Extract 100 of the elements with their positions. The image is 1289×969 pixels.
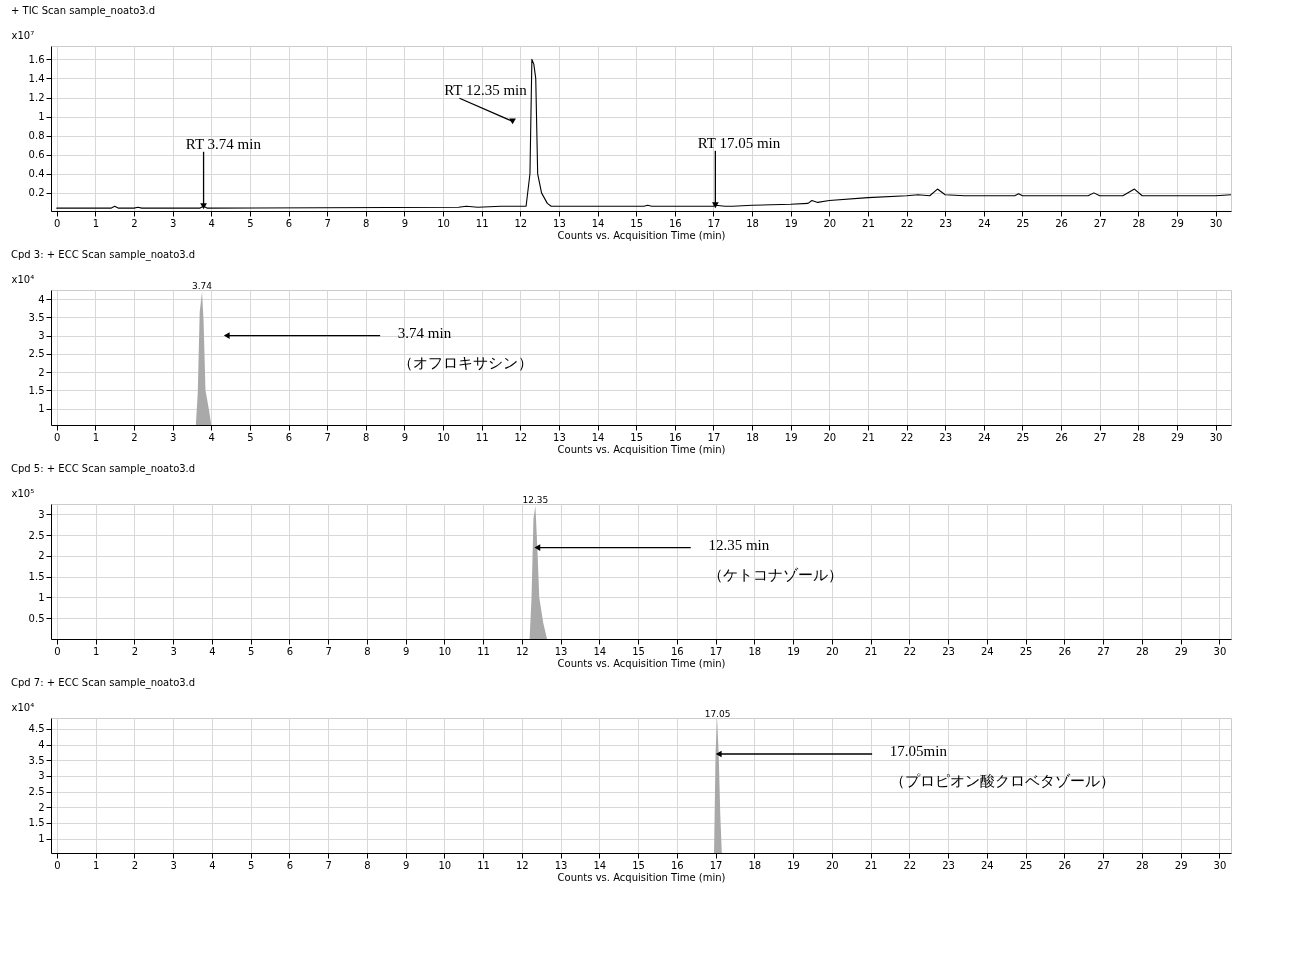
x-tick-label: 8	[364, 859, 371, 871]
y-axis-title: x10⁴	[11, 701, 35, 713]
x-tick-label: 17	[709, 859, 723, 871]
x-tick-label: 2	[131, 645, 138, 657]
y-tick-label: 3	[38, 330, 45, 342]
x-tick-label: 19	[784, 217, 798, 229]
chart-title: Cpd 5: + ECC Scan sample_noato3.d	[11, 463, 196, 475]
x-tick-label: 1	[92, 859, 100, 871]
y-tick-label: 0.6	[28, 149, 45, 161]
x-tick-label: 28	[1132, 217, 1146, 229]
x-tick-label: 15	[630, 217, 644, 229]
y-tick-label: 1.5	[28, 384, 45, 396]
x-tick-label: 30	[1213, 645, 1227, 657]
chart-title: Cpd 7: + ECC Scan sample_noato3.d	[11, 677, 196, 689]
x-tick-label: 11	[475, 431, 489, 443]
x-axis-title: Counts vs. Acquisition Time (min)	[557, 657, 726, 669]
x-tick-label: 15	[632, 859, 645, 871]
y-tick-label: 1	[38, 111, 45, 123]
x-tick-label: 16	[670, 645, 684, 657]
x-tick-label: 0	[54, 431, 61, 443]
y-tick-label: 2	[38, 550, 45, 562]
x-tick-label: 26	[1055, 217, 1068, 229]
x-tick-label: 20	[825, 645, 839, 657]
x-tick-label: 7	[325, 859, 332, 871]
x-tick-label: 18	[746, 217, 759, 229]
y-tick-label: 0.5	[28, 612, 45, 624]
x-tick-label: 2	[131, 859, 138, 871]
x-tick-label: 27	[1093, 217, 1107, 229]
x-tick-label: 13	[554, 645, 568, 657]
x-tick-label: 26	[1058, 859, 1072, 871]
x-tick-label: 13	[553, 431, 566, 443]
x-tick-label: 30	[1209, 217, 1223, 229]
x-tick-label: 16	[668, 217, 682, 229]
x-tick-label: 25	[1016, 217, 1030, 229]
x-tick-label: 10	[437, 431, 450, 443]
x-tick-label: 9	[402, 859, 410, 871]
x-tick-label: 23	[939, 217, 953, 229]
x-tick-label: 27	[1093, 431, 1107, 443]
y-tick-label: 1	[38, 403, 45, 415]
x-tick-label: 21	[862, 431, 875, 443]
y-tick-label: 3.5	[28, 311, 45, 323]
x-tick-label: 3	[169, 217, 177, 229]
x-tick-label: 17	[707, 431, 721, 443]
x-tick-label: 25	[1019, 645, 1033, 657]
x-tick-label: 15	[630, 431, 644, 443]
x-tick-label: 25	[1016, 431, 1030, 443]
x-tick-label: 24	[980, 859, 994, 871]
x-tick-label: 29	[1174, 645, 1188, 657]
x-tick-label: 13	[553, 217, 566, 229]
annotation: 12.35 min （ケトコナゾール）	[708, 536, 844, 583]
annotation: RT 3.74 min	[185, 135, 262, 152]
x-tick-label: 27	[1097, 645, 1110, 657]
x-tick-label: 11	[475, 217, 489, 229]
y-axis-title: x10⁴	[11, 273, 35, 285]
x-tick-label: 5	[247, 859, 255, 871]
y-tick-label: 2.5	[28, 348, 45, 360]
x-tick-label: 18	[746, 431, 759, 443]
x-tick-label: 4	[208, 431, 215, 443]
x-tick-label: 8	[364, 645, 371, 657]
annotation: 3.74 min （オフロキサシン）	[397, 324, 533, 371]
x-tick-label: 5	[247, 431, 254, 443]
x-tick-label: 12	[514, 431, 528, 443]
x-tick-label: 21	[862, 217, 875, 229]
annotation: 17.05min （プロピオン酸クロベタゾール）	[889, 743, 1115, 790]
x-tick-label: 12	[515, 859, 529, 871]
annotation: RT 17.05 min	[697, 134, 781, 151]
y-tick-label: 2.5	[28, 529, 45, 541]
x-tick-label: 23	[942, 859, 955, 871]
y-tick-label: 4.5	[28, 723, 45, 735]
x-tick-label: 6	[285, 431, 293, 443]
x-tick-label: 20	[823, 431, 837, 443]
x-tick-label: 6	[286, 645, 294, 657]
y-tick-label: 1.2	[28, 92, 45, 103]
x-tick-label: 16	[668, 431, 682, 443]
x-tick-label: 28	[1132, 431, 1146, 443]
x-tick-label: 5	[247, 645, 255, 657]
y-tick-label: 1	[38, 833, 45, 845]
y-tick-label: 2.5	[28, 786, 45, 798]
x-tick-label: 1	[92, 431, 100, 443]
x-tick-label: 30	[1213, 859, 1227, 871]
x-tick-label: 29	[1171, 431, 1184, 443]
x-tick-label: 7	[324, 217, 331, 229]
x-tick-label: 3	[169, 431, 177, 443]
x-tick-label: 17	[709, 645, 723, 657]
annotation: 12.35	[522, 495, 549, 506]
x-tick-label: 9	[402, 645, 410, 657]
x-tick-label: 5	[247, 217, 254, 229]
x-tick-label: 23	[942, 645, 955, 657]
x-tick-label: 18	[748, 645, 762, 657]
x-tick-label: 22	[900, 431, 914, 443]
x-tick-label: 24	[977, 217, 991, 229]
y-axis-title: x10⁷	[11, 29, 35, 41]
x-tick-label: 21	[864, 645, 878, 657]
x-tick-label: 4	[208, 217, 215, 229]
annotation: RT 12.35 min	[444, 82, 528, 99]
x-tick-label: 12	[515, 645, 529, 657]
x-tick-label: 27	[1097, 859, 1110, 871]
chart-title: Cpd 3: + ECC Scan sample_noato3.d	[11, 249, 196, 261]
x-axis-title: Counts vs. Acquisition Time (min)	[557, 443, 726, 455]
x-tick-label: 15	[632, 645, 645, 657]
